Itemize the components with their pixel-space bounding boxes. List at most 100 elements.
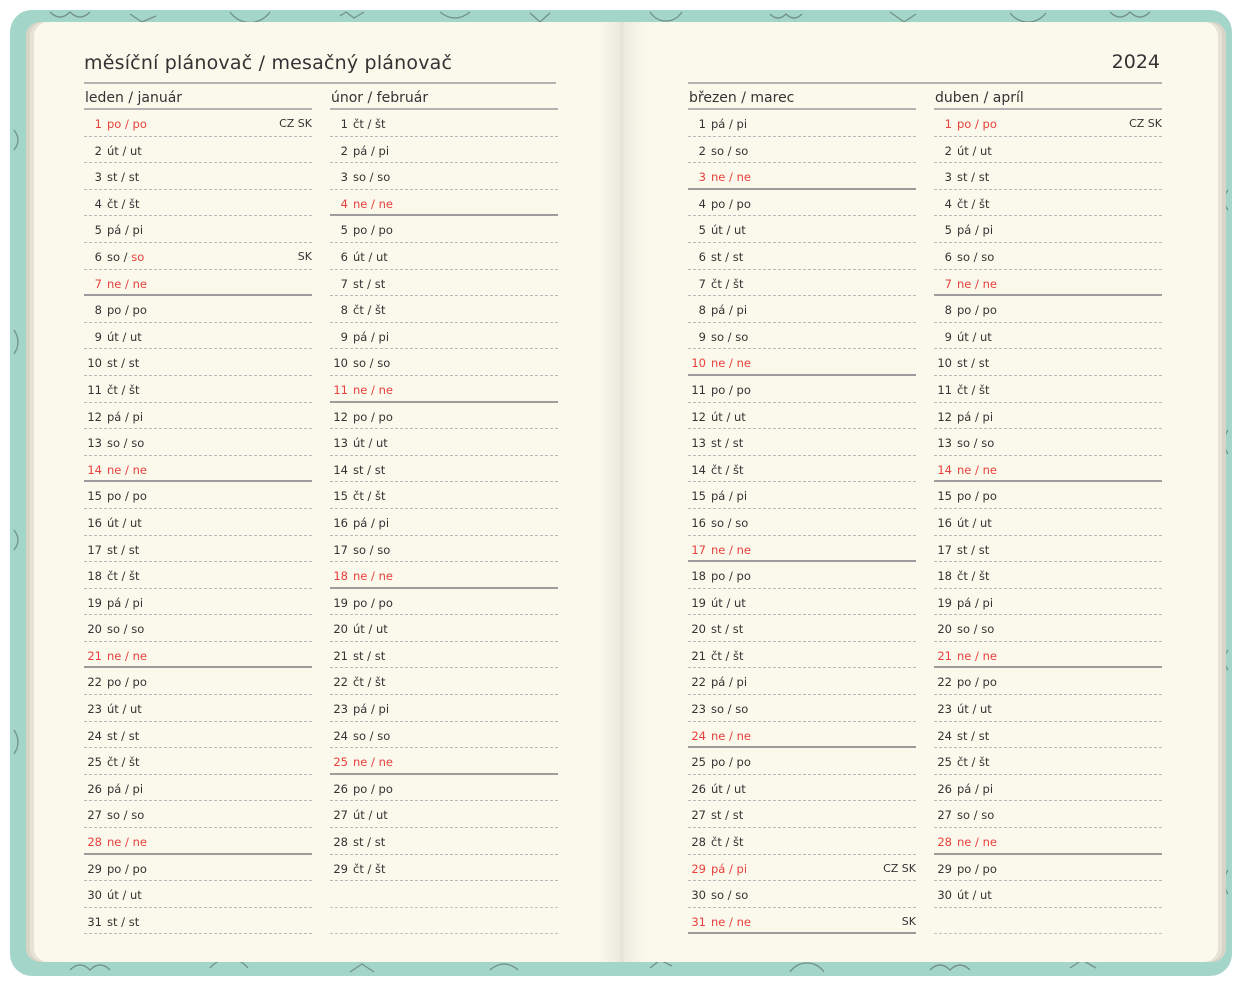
weekday-sk: pi [736,861,748,876]
weekday-separator: / [121,861,133,876]
day-number: 11 [937,382,952,397]
weekday-separator: / [725,382,737,397]
day-number: 9 [698,329,706,344]
weekday-sk: ut [980,329,992,344]
weekday-cz: pá [107,781,122,796]
weekday-sk: pi [378,329,390,344]
weekday-cz: čt [353,489,364,504]
weekday-separator: / [967,382,980,397]
day-row: 19 pá / pi [84,589,312,616]
day-row: 3 so / so [330,163,558,190]
day-row: 12 út / ut [688,403,916,430]
weekday-separator: / [722,781,734,796]
weekday-sk: št [375,489,386,504]
day-row: 28 ne / ne [84,828,312,855]
day-number: 15 [937,489,952,504]
weekday-separator: / [121,276,133,291]
day-row: 4 po / po [688,190,916,217]
weekday-cz: st [107,542,118,557]
weekday-sk: št [979,755,990,770]
day-row: 29 čt / št [330,855,558,882]
weekday-separator: / [970,808,982,823]
weekday-separator: / [367,223,379,238]
day-row: 20 so / so [934,615,1162,642]
weekday-cz: po [957,489,972,504]
weekday-separator: / [121,595,133,610]
day-row: 20 st / st [688,615,916,642]
day-number: 20 [87,622,102,637]
weekday-separator: / [971,223,983,238]
weekday-separator: / [363,303,376,318]
day-row: 24 st / st [934,722,1162,749]
day-number: 23 [333,702,348,717]
weekday-separator: / [725,303,737,318]
weekday-sk: ut [734,595,746,610]
day-row: 23 pá / pi [330,695,558,722]
day-row: 27 so / so [84,801,312,829]
day-number: 3 [94,170,102,185]
day-number: 13 [333,436,348,451]
day-row: 25 po / po [688,748,916,775]
day-row: 8 čt / št [330,296,558,323]
weekday-sk: ut [376,622,388,637]
weekday-cz: st [107,914,118,929]
weekday-separator: / [724,702,736,717]
weekday-separator: / [722,409,734,424]
weekday-sk: st [374,462,386,477]
day-number: 9 [94,329,102,344]
weekday-sk: ut [130,702,142,717]
weekday-separator: / [118,329,130,344]
weekday-separator: / [363,489,376,504]
weekday-sk: so [131,808,145,823]
weekday-sk: so [735,143,749,158]
day-number: 14 [87,462,102,477]
day-row: 18 čt / št [84,562,312,589]
day-number: 17 [937,542,952,557]
weekday-separator: / [724,515,736,530]
weekday-sk: pi [736,675,748,690]
weekday-separator: / [367,702,379,717]
weekday-cz: pá [353,702,368,717]
weekday-separator: / [364,249,376,264]
day-number: 21 [87,648,102,663]
weekday-separator: / [971,861,983,876]
weekday-sk: so [735,702,749,717]
weekday-separator: / [367,329,379,344]
day-number: 19 [937,595,952,610]
day-number: 21 [333,648,348,663]
day-number: 2 [698,143,706,158]
day-number: 5 [94,223,102,238]
day-number: 1 [340,117,348,131]
weekday-cz: st [957,170,968,185]
weekday-cz: pá [711,303,726,318]
weekday-separator: / [970,622,982,637]
weekday-separator: / [366,728,378,743]
day-row: 16 so / so [688,509,916,536]
weekday-separator: / [366,170,378,185]
day-row: 25 čt / št [934,748,1162,775]
weekday-separator: / [725,861,737,876]
weekday-sk: po [132,675,147,690]
weekday-sk: so [131,622,145,637]
weekday-cz: čt [107,569,118,584]
weekday-cz: po [711,755,726,770]
weekday-cz: st [957,542,968,557]
weekday-cz: po [711,382,726,397]
day-row: 23 út / ut [934,695,1162,722]
weekday-sk: pi [378,515,390,530]
weekday-cz: pá [711,675,726,690]
day-number: 20 [937,622,952,637]
weekday-cz: ne [353,196,368,211]
weekday-cz: čt [711,462,722,477]
weekday-sk: ne [378,755,393,770]
weekday-cz: ne [107,835,122,850]
day-row: 23 út / ut [84,695,312,722]
day-number: 15 [333,489,348,504]
weekday-sk: so [131,249,145,264]
weekday-cz: ne [711,728,726,743]
weekday-cz: so [107,808,121,823]
day-number: 5 [944,223,952,238]
day-row: 23 so / so [688,695,916,722]
day-number: 8 [94,303,102,318]
weekday-sk: po [378,781,393,796]
